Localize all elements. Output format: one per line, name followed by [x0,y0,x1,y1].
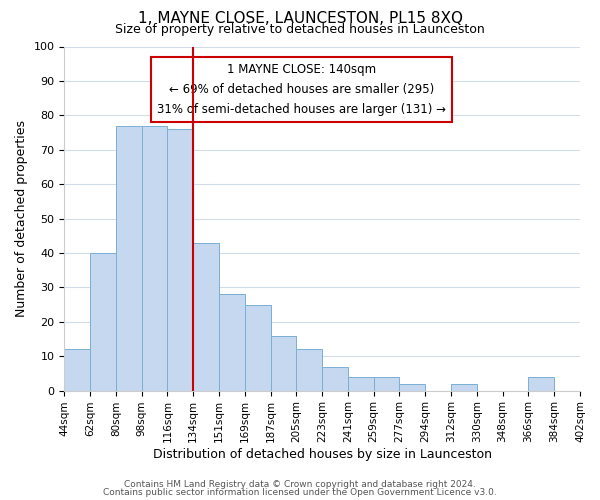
Bar [245,304,271,390]
Bar [116,126,142,390]
Bar [167,129,193,390]
Bar [219,294,245,390]
Bar [348,377,374,390]
Text: Contains HM Land Registry data © Crown copyright and database right 2024.: Contains HM Land Registry data © Crown c… [124,480,476,489]
Text: Contains public sector information licensed under the Open Government Licence v3: Contains public sector information licen… [103,488,497,497]
Bar [296,350,322,391]
Bar [271,336,296,390]
Y-axis label: Number of detached properties: Number of detached properties [15,120,28,317]
Bar [142,126,167,390]
Bar [193,242,219,390]
Bar [374,377,400,390]
Bar [322,366,348,390]
Bar [451,384,477,390]
Text: 1 MAYNE CLOSE: 140sqm
← 69% of detached houses are smaller (295)
31% of semi-det: 1 MAYNE CLOSE: 140sqm ← 69% of detached … [157,63,446,116]
X-axis label: Distribution of detached houses by size in Launceston: Distribution of detached houses by size … [152,448,491,461]
Text: 1, MAYNE CLOSE, LAUNCESTON, PL15 8XQ: 1, MAYNE CLOSE, LAUNCESTON, PL15 8XQ [137,11,463,26]
Bar [400,384,425,390]
Bar [64,350,90,391]
Bar [529,377,554,390]
Text: Size of property relative to detached houses in Launceston: Size of property relative to detached ho… [115,22,485,36]
Bar [90,253,116,390]
